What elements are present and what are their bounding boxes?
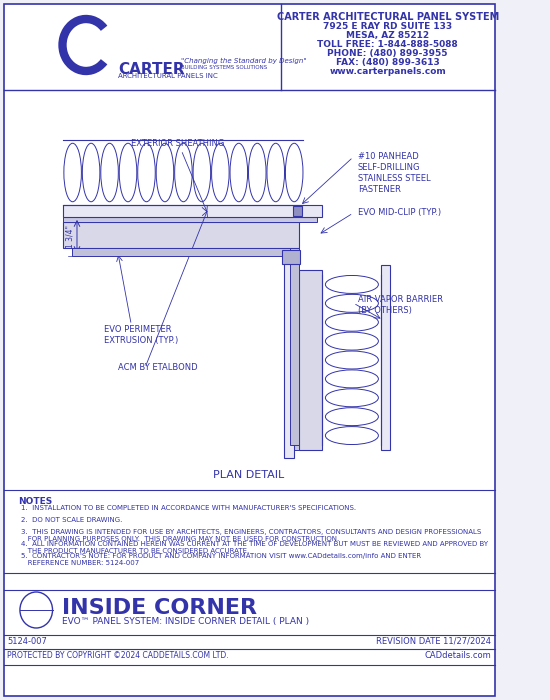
Bar <box>63 205 322 217</box>
Text: 7925 E RAY RD SUITE 133: 7925 E RAY RD SUITE 133 <box>323 22 452 31</box>
Text: #10 PANHEAD
SELF-DRILLING
STAINLESS STEEL
FASTENER: #10 PANHEAD SELF-DRILLING STAINLESS STEE… <box>358 152 431 195</box>
Text: CARTER ARCHITECTURAL PANEL SYSTEM: CARTER ARCHITECTURAL PANEL SYSTEM <box>277 12 499 22</box>
Text: INSIDE CORNER: INSIDE CORNER <box>62 598 257 618</box>
FancyBboxPatch shape <box>4 4 494 696</box>
Bar <box>283 258 294 458</box>
Bar <box>282 250 300 264</box>
Text: NOTES: NOTES <box>18 497 52 506</box>
Text: 3.  THIS DRAWING IS INTENDED FOR USE BY ARCHITECTS, ENGINEERS, CONTRACTORS, CONS: 3. THIS DRAWING IS INTENDED FOR USE BY A… <box>21 529 481 542</box>
Text: EVO MID-CLIP (TYP.): EVO MID-CLIP (TYP.) <box>358 209 441 218</box>
Text: EVO™ PANEL SYSTEM: INSIDE CORNER DETAIL ( PLAN ): EVO™ PANEL SYSTEM: INSIDE CORNER DETAIL … <box>62 617 309 626</box>
Text: REVISION DATE 11/27/2024: REVISION DATE 11/27/2024 <box>376 637 491 646</box>
Text: 1.  INSTALLATION TO BE COMPLETED IN ACCORDANCE WITH MANUFACTURER'S SPECIFICATION: 1. INSTALLATION TO BE COMPLETED IN ACCOR… <box>21 505 356 511</box>
Bar <box>293 206 301 216</box>
Text: 4.  ALL INFORMATION CONTAINED HEREIN WAS CURRENT AT THE TIME OF DEVELOPMENT BUT : 4. ALL INFORMATION CONTAINED HEREIN WAS … <box>21 541 488 554</box>
Text: ARCHITECTURAL PANELS INC: ARCHITECTURAL PANELS INC <box>118 73 217 79</box>
Text: www.carterpanels.com: www.carterpanels.com <box>329 67 446 76</box>
Bar <box>299 270 322 450</box>
Bar <box>54 130 444 450</box>
Bar <box>290 248 299 445</box>
Text: PROTECTED BY COPYRIGHT ©2024 CADDETAILS.COM LTD.: PROTECTED BY COPYRIGHT ©2024 CADDETAILS.… <box>7 651 229 660</box>
Text: 5124-007: 5124-007 <box>7 637 47 646</box>
Text: BUILDING SYSTEMS SOLUTIONS: BUILDING SYSTEMS SOLUTIONS <box>181 65 267 70</box>
Bar <box>294 255 299 450</box>
Text: 1 3/4": 1 3/4" <box>65 225 74 248</box>
Text: PHONE: (480) 899-3955: PHONE: (480) 899-3955 <box>327 49 448 58</box>
Text: CADdetails.com: CADdetails.com <box>424 651 491 660</box>
Text: "Changing the Standard by Design": "Changing the Standard by Design" <box>181 58 307 64</box>
Bar <box>63 222 299 248</box>
Text: EXTERIOR SHEATHING: EXTERIOR SHEATHING <box>131 139 225 148</box>
Text: ACM BY ETALBOND: ACM BY ETALBOND <box>118 363 197 372</box>
Text: TOLL FREE: 1-844-888-5088: TOLL FREE: 1-844-888-5088 <box>317 40 458 49</box>
Text: EVO PERIMETER
EXTRUSION (TYP.): EVO PERIMETER EXTRUSION (TYP.) <box>104 325 178 345</box>
Text: AIR VAPOR BARRIER
(BY OTHERS): AIR VAPOR BARRIER (BY OTHERS) <box>358 295 443 315</box>
Bar <box>63 217 317 222</box>
Text: 5.  CONTRACTOR'S NOTE: FOR PRODUCT AND COMPANY INFORMATION VISIT www.CADdetails.: 5. CONTRACTOR'S NOTE: FOR PRODUCT AND CO… <box>21 553 421 566</box>
Text: 2.  DO NOT SCALE DRAWING.: 2. DO NOT SCALE DRAWING. <box>21 517 122 523</box>
Text: FAX: (480) 899-3613: FAX: (480) 899-3613 <box>336 58 439 67</box>
Text: MESA, AZ 85212: MESA, AZ 85212 <box>346 31 429 40</box>
Bar <box>73 248 299 256</box>
Text: CARTER: CARTER <box>118 62 184 77</box>
Text: PLAN DETAIL: PLAN DETAIL <box>213 470 285 480</box>
Bar <box>381 265 390 450</box>
